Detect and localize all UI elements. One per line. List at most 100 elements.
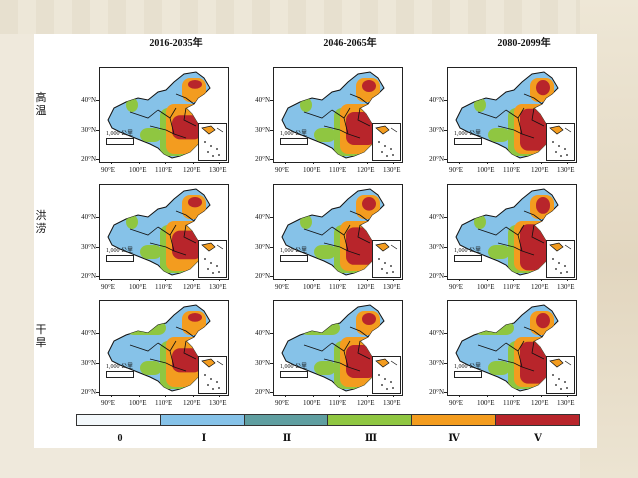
province-border (477, 342, 507, 352)
risk-region (474, 215, 486, 229)
risk-region (188, 197, 202, 208)
south-china-sea-inset (546, 356, 575, 394)
lon-label: 130°E (557, 399, 575, 407)
legend-swatch-0 (77, 415, 161, 425)
lat-tick (96, 100, 99, 101)
lat-label: 30°N (81, 359, 96, 367)
risk-region (488, 245, 510, 259)
lat-tick (444, 100, 447, 101)
map-graphic (455, 71, 559, 159)
island-dot (555, 268, 557, 270)
province-border (523, 210, 543, 222)
island-dot (390, 265, 392, 267)
lon-label: 90°E (101, 399, 116, 407)
risk-region (172, 348, 202, 373)
lon-label: 120°E (531, 399, 549, 407)
lon-label: 120°E (183, 166, 201, 174)
island-dot (555, 384, 557, 386)
inset-graphic (375, 125, 398, 157)
risk-region (140, 361, 162, 375)
scale-bar (454, 255, 482, 262)
scale-label: 1,000 公里 (454, 248, 482, 254)
risk-region (172, 230, 202, 260)
row-label-drought: 干旱 (35, 324, 47, 349)
province-border (357, 340, 371, 360)
lat-tick (270, 100, 273, 101)
lat-tick (96, 217, 99, 218)
south-china-sea-inset (372, 123, 401, 161)
south-china-sea-inset (372, 240, 401, 278)
lon-label: 120°E (183, 399, 201, 407)
map-panel: 40°N 30°N 20°N 90°E 100°E 110°E 120°E 130°E 1,00… (54, 179, 229, 299)
map-panel: 40°N 30°N 20°N 90°E 100°E 110°E 120°E 130°E 1,00… (228, 62, 403, 182)
island-dot (207, 268, 209, 270)
island-dot (384, 262, 386, 264)
lon-label: 120°E (357, 283, 375, 291)
island-dot (210, 145, 212, 147)
province-border (531, 224, 545, 244)
legend-swatch-4 (412, 415, 497, 425)
island-dot (204, 258, 206, 260)
island-dot (210, 378, 212, 380)
inset-graphic (375, 358, 398, 390)
island-dot (218, 387, 220, 389)
risk-region (172, 115, 202, 140)
lon-label: 110°E (503, 166, 521, 174)
legend-label-5: Ⅴ (534, 433, 542, 444)
map-panel: 40°N 30°N 20°N 90°E 100°E 110°E 120°E 130°E 1,00… (402, 62, 577, 182)
lon-label: 110°E (329, 166, 347, 174)
lon-label: 130°E (209, 399, 227, 407)
legend-label-2: Ⅱ (282, 433, 292, 444)
scale-bar (106, 371, 134, 378)
lon-label: 130°E (383, 166, 401, 174)
scale-bar (106, 138, 134, 145)
lat-tick (96, 247, 99, 248)
scale-label: 1,000 公里 (106, 248, 134, 254)
inset-graphic (201, 125, 224, 157)
risk-region (314, 128, 336, 142)
risk-region (488, 361, 510, 375)
lat-label: 20°N (255, 272, 270, 280)
lat-label: 40°N (255, 329, 270, 337)
lon-label: 100°E (303, 399, 321, 407)
column-title-1: 2016-2035年 (149, 38, 203, 49)
map-graphic (455, 188, 559, 276)
lat-tick (96, 276, 99, 277)
risk-region (362, 80, 376, 92)
province-border (497, 242, 523, 252)
island-dot (210, 262, 212, 264)
china-map: 1,000 公里 (447, 300, 577, 396)
legend-label-0: 0 (117, 433, 123, 444)
lat-label: 30°N (255, 126, 270, 134)
map-panel: 40°N 30°N 20°N 90°E 100°E 110°E 120°E 130°E 1,00… (228, 179, 403, 299)
province-border (183, 224, 197, 244)
island-dot (218, 271, 220, 273)
risk-region (362, 313, 376, 325)
island-dot (212, 388, 214, 390)
lat-label: 30°N (81, 243, 96, 251)
lon-label: 100°E (129, 166, 147, 174)
island-dot (552, 258, 554, 260)
island-dot (560, 388, 562, 390)
lon-label: 90°E (101, 166, 116, 174)
lat-tick (96, 363, 99, 364)
lat-label: 30°N (429, 243, 444, 251)
map-panel: 40°N 30°N 20°N 90°E 100°E 110°E 120°E 130°E 1,00… (54, 62, 229, 182)
province-border (129, 342, 159, 352)
risk-region (314, 245, 336, 259)
lon-label: 90°E (275, 283, 290, 291)
lon-label: 100°E (477, 399, 495, 407)
map-graphic (107, 71, 211, 159)
island-dot (564, 381, 566, 383)
china-map: 1,000 公里 (273, 300, 403, 396)
map-graphic (107, 304, 211, 392)
island-dot (566, 387, 568, 389)
lon-label: 90°E (101, 283, 116, 291)
scale-bar (280, 371, 308, 378)
lat-tick (444, 130, 447, 131)
province-border (357, 107, 371, 127)
province-border (497, 358, 523, 368)
scale-bar (280, 255, 308, 262)
legend-label-4: Ⅳ (448, 433, 460, 444)
lon-label: 100°E (303, 283, 321, 291)
